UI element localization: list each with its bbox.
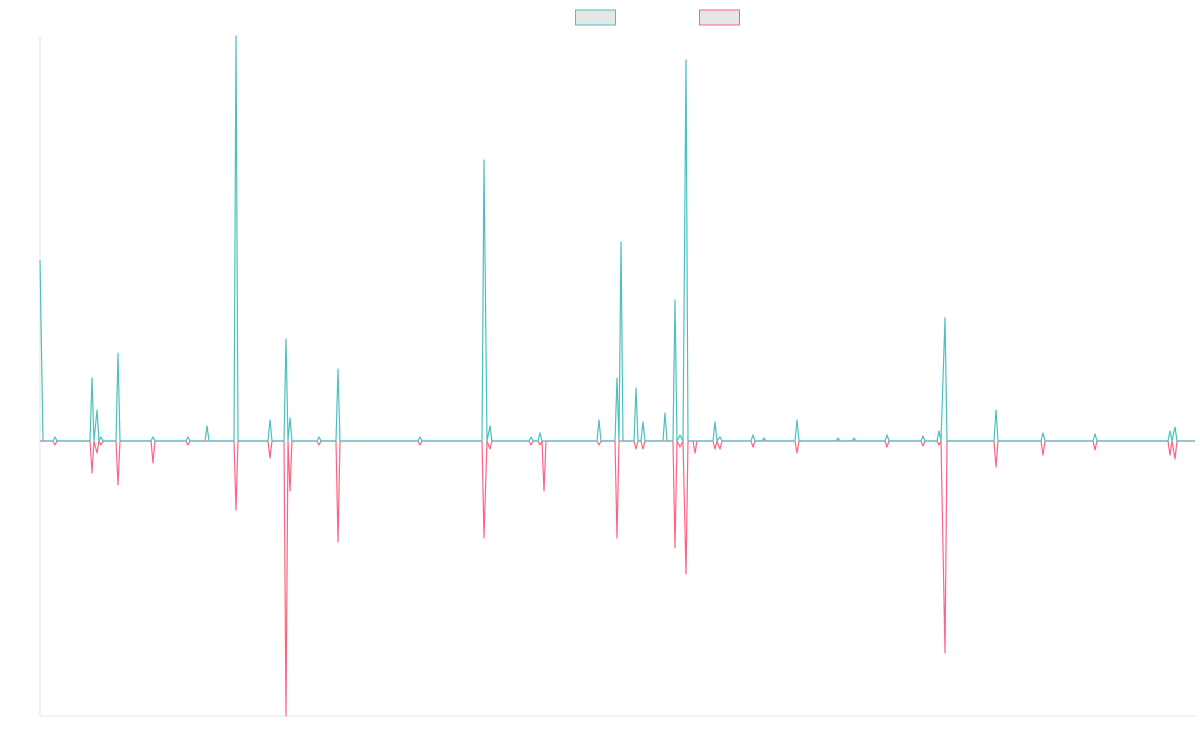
series-line <box>39 35 1195 442</box>
legend-swatch <box>575 9 616 26</box>
legend-swatch <box>699 9 740 26</box>
series-line <box>40 440 1195 717</box>
